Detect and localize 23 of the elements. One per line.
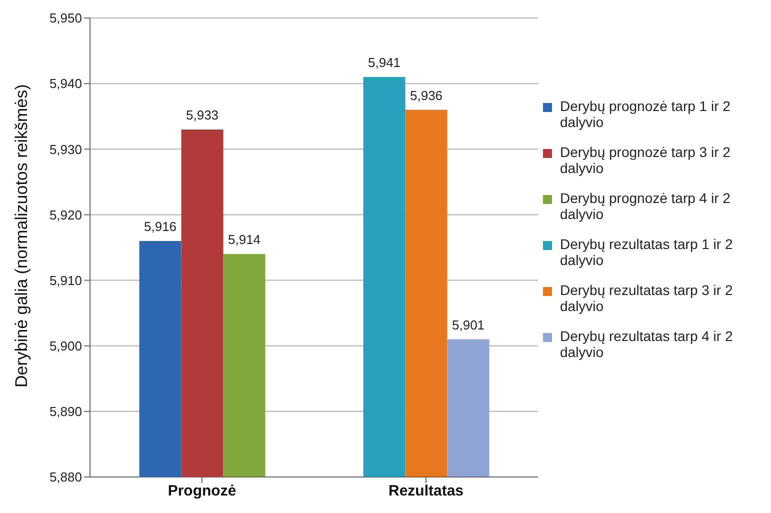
legend-label: Derybų prognozė tarp 3 ir 2 dalyvio (560, 144, 732, 176)
legend-label: Derybų prognozė tarp 4 ir 2 dalyvio (560, 190, 732, 222)
y-tick-label: 5,930 (49, 142, 82, 157)
legend-label: Derybų rezultatas tarp 1 ir 2 dalyvio (560, 236, 734, 268)
x-tick-label: Prognozė (168, 482, 236, 500)
y-tick-label: 5,880 (49, 470, 82, 485)
y-tick-label: 5,940 (49, 76, 82, 92)
x-tick-label: Rezultatas (388, 482, 464, 500)
data-label: 5,901 (452, 317, 485, 332)
legend-label: Derybų rezultatas tarp 3 ir 2 dalyvio (560, 282, 734, 314)
y-tick-label: 5,920 (49, 207, 82, 222)
y-tick-label: 5,890 (49, 404, 82, 420)
y-axis-title: Derybinė galia (normalizuotos reikšmės) (12, 84, 32, 388)
data-label: 5,936 (410, 88, 443, 103)
data-label: 5,941 (368, 55, 401, 70)
y-tick-label: 5,950 (49, 10, 82, 26)
legend-label: Derybų rezultatas tarp 4 ir 2 dalyvio (560, 328, 734, 360)
legend-label: Derybų prognozė tarp 1 ir 2 dalyvio (560, 98, 732, 130)
data-label: 5,933 (186, 107, 219, 122)
data-label: 5,916 (144, 218, 177, 234)
y-tick-label: 5,900 (49, 338, 82, 354)
data-label: 5,914 (228, 232, 261, 248)
y-tick-label: 5,910 (49, 272, 82, 288)
